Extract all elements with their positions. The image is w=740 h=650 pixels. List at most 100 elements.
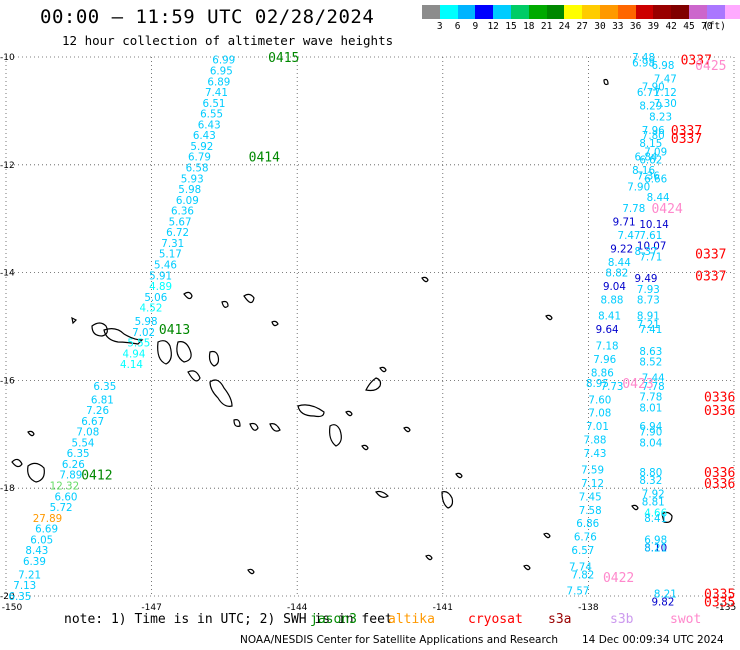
color-scale-label: 30 <box>594 21 606 32</box>
wave-height-value: 7.82 <box>571 569 594 581</box>
wave-height-value: 8.41 <box>598 311 621 323</box>
wave-height-value: 6.58 <box>186 162 209 174</box>
wave-height-value: 6.81 <box>91 394 114 406</box>
wave-height-value: 7.60 <box>588 394 611 406</box>
wave-height-value: 8.43 <box>25 545 48 557</box>
wave-height-value: 7.36 <box>637 171 660 183</box>
island <box>269 423 281 432</box>
wave-height-value: 9.22 <box>610 243 633 255</box>
wave-height-value: 6.86 <box>576 518 599 530</box>
wave-height-value: 8.32 <box>639 475 662 487</box>
track-time-label: 0336 <box>704 477 735 492</box>
color-swatch <box>546 5 565 19</box>
track-time-label: 0336 <box>704 404 735 419</box>
track-time-labels: 0415041404130412033704250337033704240337… <box>81 51 735 610</box>
island <box>375 490 389 498</box>
wave-height-value: 6.84 <box>635 152 658 164</box>
wave-height-value: 7.90 <box>639 427 662 439</box>
wave-height-value: 7.43 <box>584 448 607 460</box>
island <box>249 422 259 431</box>
wave-height-value: 7.88 <box>584 435 607 447</box>
track-time-label: 0337 <box>695 248 726 263</box>
wave-height-value: 8.81 <box>642 497 665 509</box>
wave-height-value: 7.48 <box>632 52 655 64</box>
satellite-legend-item: s3a <box>548 612 572 627</box>
wave-height-value: 5.06 <box>144 292 167 304</box>
color-scale-label: 15 <box>505 21 517 32</box>
wave-height-value: 7.93 <box>637 284 660 296</box>
wave-height-value: 7.71 <box>639 251 662 263</box>
wave-height-value: 5.46 <box>154 260 177 272</box>
color-scale-label: 42 <box>665 21 677 32</box>
wave-height-value: 7.01 <box>586 421 609 433</box>
satellite-legend-item: swot <box>670 612 702 627</box>
wave-height-value: 8.23 <box>649 111 672 123</box>
track-time-label: 0337 <box>671 124 702 139</box>
wave-height-value: 8.16 <box>632 165 655 177</box>
wave-height-value: 8.91 <box>637 311 660 323</box>
color-scale-label: 9 <box>472 21 479 32</box>
wave-height-value: 7.44 <box>642 373 665 385</box>
wave-height-value: 5.67 <box>169 216 192 228</box>
latitude-label: -12 <box>0 161 15 171</box>
wave-height-value: 6.43 <box>198 119 221 131</box>
wave-height-value: 7.58 <box>579 505 602 517</box>
latitude-label: -18 <box>0 484 15 494</box>
wave-height-value: 8.21 <box>644 542 667 554</box>
wave-height-value: 5.93 <box>181 173 204 185</box>
color-swatch <box>457 5 476 19</box>
track-time-label: 0422 <box>603 571 634 586</box>
wave-height-value: 8.80 <box>639 467 662 479</box>
wave-height-value: 8.44 <box>647 192 670 204</box>
color-swatch <box>422 5 440 19</box>
wave-height-value: 6.95 <box>210 65 233 77</box>
track-time-label: 0423 <box>622 377 653 392</box>
wave-height-value: 5.72 <box>50 502 73 514</box>
wave-height-value: 6.62 <box>639 154 662 166</box>
wave-height-value: 7.09 <box>644 146 667 158</box>
wave-height-value: 7.74 <box>569 561 592 573</box>
island <box>365 377 382 392</box>
wave-height-value: 8.52 <box>639 357 662 369</box>
island <box>379 366 387 373</box>
wave-height-value: 7.57 <box>567 586 590 598</box>
wave-height-value: 4.94 <box>122 348 145 360</box>
wave-height-value: 7.96 <box>642 125 665 137</box>
island <box>361 444 369 451</box>
wave-height-value: 9.71 <box>613 216 636 228</box>
wave-height-value: 6.94 <box>639 421 662 433</box>
wave-height-value: 10.07 <box>637 241 666 253</box>
track-time-label: 0335 <box>704 595 735 610</box>
wave-height-value: 7.12 <box>581 478 604 490</box>
track-time-label: 0336 <box>704 466 735 481</box>
wave-height-value: 5.92 <box>190 141 213 153</box>
wave-height-value: 8.73 <box>637 295 660 307</box>
island <box>183 291 193 300</box>
island <box>157 340 172 365</box>
color-swatch <box>475 5 494 19</box>
wave-height-value: 4.14 <box>120 359 143 371</box>
latitude-label: -10 <box>0 53 15 63</box>
wave-height-value: 6.79 <box>188 152 211 164</box>
island <box>297 404 325 418</box>
wave-height-value: 7.41 <box>205 87 228 99</box>
color-scale-label: 24 <box>558 21 571 32</box>
wave-height-value: 6.98 <box>651 60 674 72</box>
color-scale-label: 21 <box>540 21 553 32</box>
wave-height-value: 7.61 <box>639 230 662 242</box>
color-swatch <box>564 5 583 19</box>
wave-height-value: 5.54 <box>72 437 95 449</box>
color-swatch <box>724 5 740 19</box>
color-swatch <box>493 5 511 19</box>
wave-height-value: 7.26 <box>86 405 109 417</box>
wave-height-value: 5.55 <box>127 338 150 350</box>
wave-height-value: 4.52 <box>139 303 162 315</box>
wave-height-value: 8.88 <box>601 295 624 307</box>
wave-height-value: 6.39 <box>23 556 46 568</box>
island <box>176 341 192 363</box>
wave-height-value: 6.99 <box>212 55 235 67</box>
wave-height-value: 7.92 <box>642 489 665 501</box>
color-scale-label: 33 <box>612 21 624 32</box>
track-time-label: 0335 <box>704 587 735 602</box>
